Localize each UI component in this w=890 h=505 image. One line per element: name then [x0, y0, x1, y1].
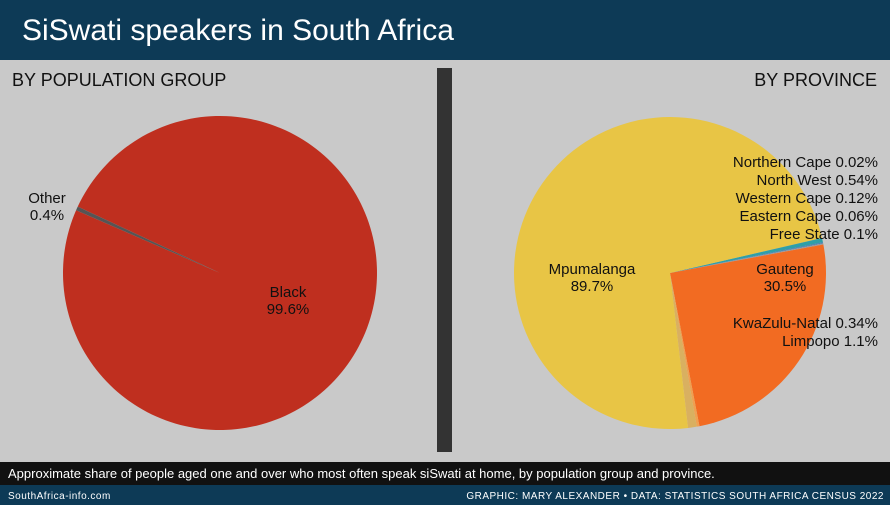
pie-slice — [670, 244, 827, 427]
pie-slice — [670, 273, 697, 428]
header-bar — [0, 0, 890, 60]
pie-slice — [514, 117, 823, 430]
slice-value: 1.1% — [844, 333, 878, 350]
slice-name: North West — [757, 172, 833, 189]
chart-title: BY POPULATION GROUP — [12, 70, 226, 90]
slice-value: 0.34% — [835, 315, 878, 332]
slice-label: Gauteng — [756, 261, 814, 278]
slice-label: Northern Cape 0.02% — [733, 154, 878, 171]
slice-value: 0.12% — [835, 190, 878, 207]
slice-value: 99.6% — [267, 301, 310, 318]
footer-credit: GRAPHIC: MARY ALEXANDER • DATA: STATISTI… — [466, 491, 884, 502]
slice-label: KwaZulu-Natal 0.34% — [733, 315, 878, 332]
slice-name: Western Cape — [736, 190, 832, 207]
pie-slice — [670, 273, 700, 427]
caption: Approximate share of people aged one and… — [8, 466, 715, 481]
slice-name: Limpopo — [782, 333, 840, 350]
slice-label: Other — [28, 190, 66, 207]
slice-value: 0.1% — [844, 226, 878, 243]
slice-value: 89.7% — [571, 278, 614, 295]
pie-slice — [670, 242, 824, 273]
pie-slice — [670, 238, 823, 273]
chart-title: BY PROVINCE — [754, 70, 877, 90]
pies — [62, 115, 827, 430]
pie-slice — [670, 243, 824, 273]
slice-label: Eastern Cape 0.06% — [740, 208, 878, 225]
slice-label: North West 0.54% — [757, 172, 878, 189]
slice-label: Free State 0.1% — [770, 226, 878, 243]
slice-name: Free State — [770, 226, 840, 243]
caption-bar — [0, 462, 890, 485]
pie-slice — [62, 115, 378, 430]
slice-value: 0.02% — [835, 154, 878, 171]
slice-name: KwaZulu-Natal — [733, 315, 831, 332]
slice-name: Northern Cape — [733, 154, 831, 171]
slice-value: 0.06% — [835, 208, 878, 225]
slice-value: 0.4% — [30, 207, 64, 224]
slice-value: 0.54% — [835, 172, 878, 189]
pie-slice — [76, 206, 220, 273]
slice-label: Mpumalanga — [549, 261, 636, 278]
slice-name: Eastern Cape — [740, 208, 832, 225]
divider — [437, 68, 452, 452]
footer-bar — [0, 485, 890, 505]
slice-label: Western Cape 0.12% — [736, 190, 878, 207]
pie-slice — [670, 243, 824, 273]
pie-slice — [670, 237, 823, 273]
footer-source: SouthAfrica-info.com — [8, 491, 111, 502]
slice-label: Black — [270, 284, 307, 301]
page-title: SiSwati speakers in South Africa — [22, 14, 454, 47]
slice-value: 30.5% — [764, 278, 807, 295]
slice-label: Limpopo 1.1% — [782, 333, 878, 350]
